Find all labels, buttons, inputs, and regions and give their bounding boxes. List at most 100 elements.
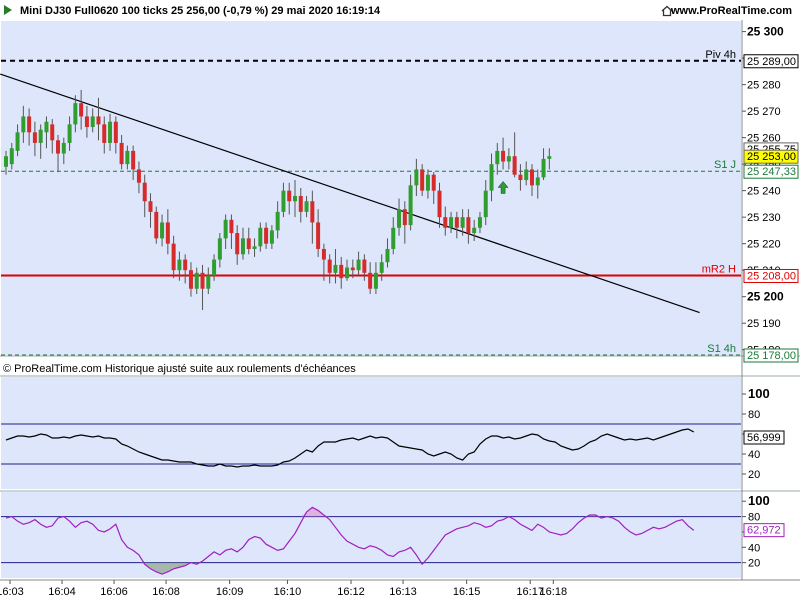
indicator-value-box [743, 523, 785, 538]
price-tag-box [743, 149, 799, 164]
candle [425, 174, 430, 191]
level-value-box [743, 54, 799, 69]
candle [524, 169, 529, 181]
level-label: Piv 4h [705, 49, 736, 61]
candle [177, 259, 182, 271]
y-tick-label: 25 260 [747, 133, 781, 145]
candle [90, 116, 95, 128]
candle [160, 222, 165, 239]
candle [379, 262, 384, 273]
price-tag-value: 25 253,00 [747, 151, 796, 163]
candle [200, 272, 205, 289]
candle [431, 174, 436, 191]
x-tick-label: 16:10 [274, 586, 302, 598]
candle [56, 140, 61, 154]
candle [333, 264, 338, 273]
candle [304, 201, 309, 212]
candle [339, 264, 344, 279]
candle [188, 270, 193, 289]
candle [501, 150, 506, 162]
x-tick-label: 16:08 [152, 586, 180, 598]
x-tick-label: 16:03 [0, 586, 24, 598]
y-tick-label: 80 [748, 409, 760, 421]
candle [165, 222, 170, 244]
indicator-line [5, 506, 695, 575]
history-note: © ProRealTime.com Historique ajusté suit… [3, 363, 356, 375]
candle [535, 177, 540, 186]
candle [350, 267, 355, 271]
candle [206, 275, 211, 289]
candle [356, 259, 361, 271]
candle [321, 248, 326, 260]
candle [264, 227, 269, 244]
y-tick-label: 80 [748, 512, 760, 524]
candle [252, 246, 257, 249]
candle [15, 132, 20, 151]
y-tick-label: 25 190 [747, 318, 781, 330]
level-label: mR2 H [702, 263, 736, 275]
candle [443, 217, 448, 228]
candle [449, 217, 454, 228]
candle [21, 116, 26, 133]
y-tick-label: 25 220 [747, 239, 781, 251]
candle [293, 195, 297, 202]
level-value-box [743, 348, 799, 363]
price-panel [1, 21, 741, 355]
trendline[interactable] [0, 73, 700, 314]
buy-arrow-icon [497, 181, 509, 194]
candle [84, 116, 89, 128]
candle [327, 259, 332, 273]
candle [212, 259, 217, 276]
candle [258, 227, 263, 247]
candle [506, 156, 511, 162]
level-label: S1 4h [707, 343, 736, 355]
candle [402, 209, 407, 226]
indicator-value: 62,972 [747, 525, 781, 537]
play-arrow-icon[interactable] [4, 5, 12, 15]
candle [27, 116, 32, 133]
candle [183, 259, 188, 271]
y-tick-label: 25 230 [747, 212, 781, 224]
candle [466, 217, 471, 234]
candle [119, 142, 124, 165]
candle [437, 190, 442, 218]
candle [362, 259, 367, 273]
candle [489, 164, 494, 191]
candle [281, 190, 286, 212]
level-value: 25 247,33 [747, 166, 796, 178]
candle [483, 190, 488, 218]
x-tick-label: 16:18 [540, 586, 568, 598]
candle [96, 116, 101, 125]
candle [67, 124, 72, 143]
level-value-box [743, 268, 799, 283]
y-tick-label: 40 [748, 449, 760, 461]
candle [240, 238, 245, 255]
candle [547, 156, 552, 159]
level-value: 25 289,00 [747, 56, 796, 68]
candle [38, 129, 43, 143]
candle [460, 217, 465, 228]
candle [73, 103, 78, 125]
site-label: www.ProRealTime.com [670, 5, 792, 17]
home-icon[interactable] [661, 5, 673, 17]
y-tick-label: 100 [748, 493, 770, 508]
candle [495, 150, 500, 165]
indicator-value-box [743, 430, 785, 445]
candle [529, 169, 534, 186]
x-tick-label: 16:17 [516, 586, 544, 598]
oversold-area [6, 562, 694, 575]
candle [269, 230, 274, 244]
candle [391, 227, 396, 249]
y-tick-label: 25 270 [747, 106, 781, 118]
candle [275, 211, 280, 231]
candle [345, 267, 350, 279]
candle [131, 150, 136, 170]
candle [9, 148, 14, 165]
x-tick-label: 16:04 [48, 586, 76, 598]
y-tick-label: 25 280 [747, 80, 781, 92]
candle [4, 156, 8, 167]
candle [477, 217, 482, 228]
candle [512, 156, 517, 175]
